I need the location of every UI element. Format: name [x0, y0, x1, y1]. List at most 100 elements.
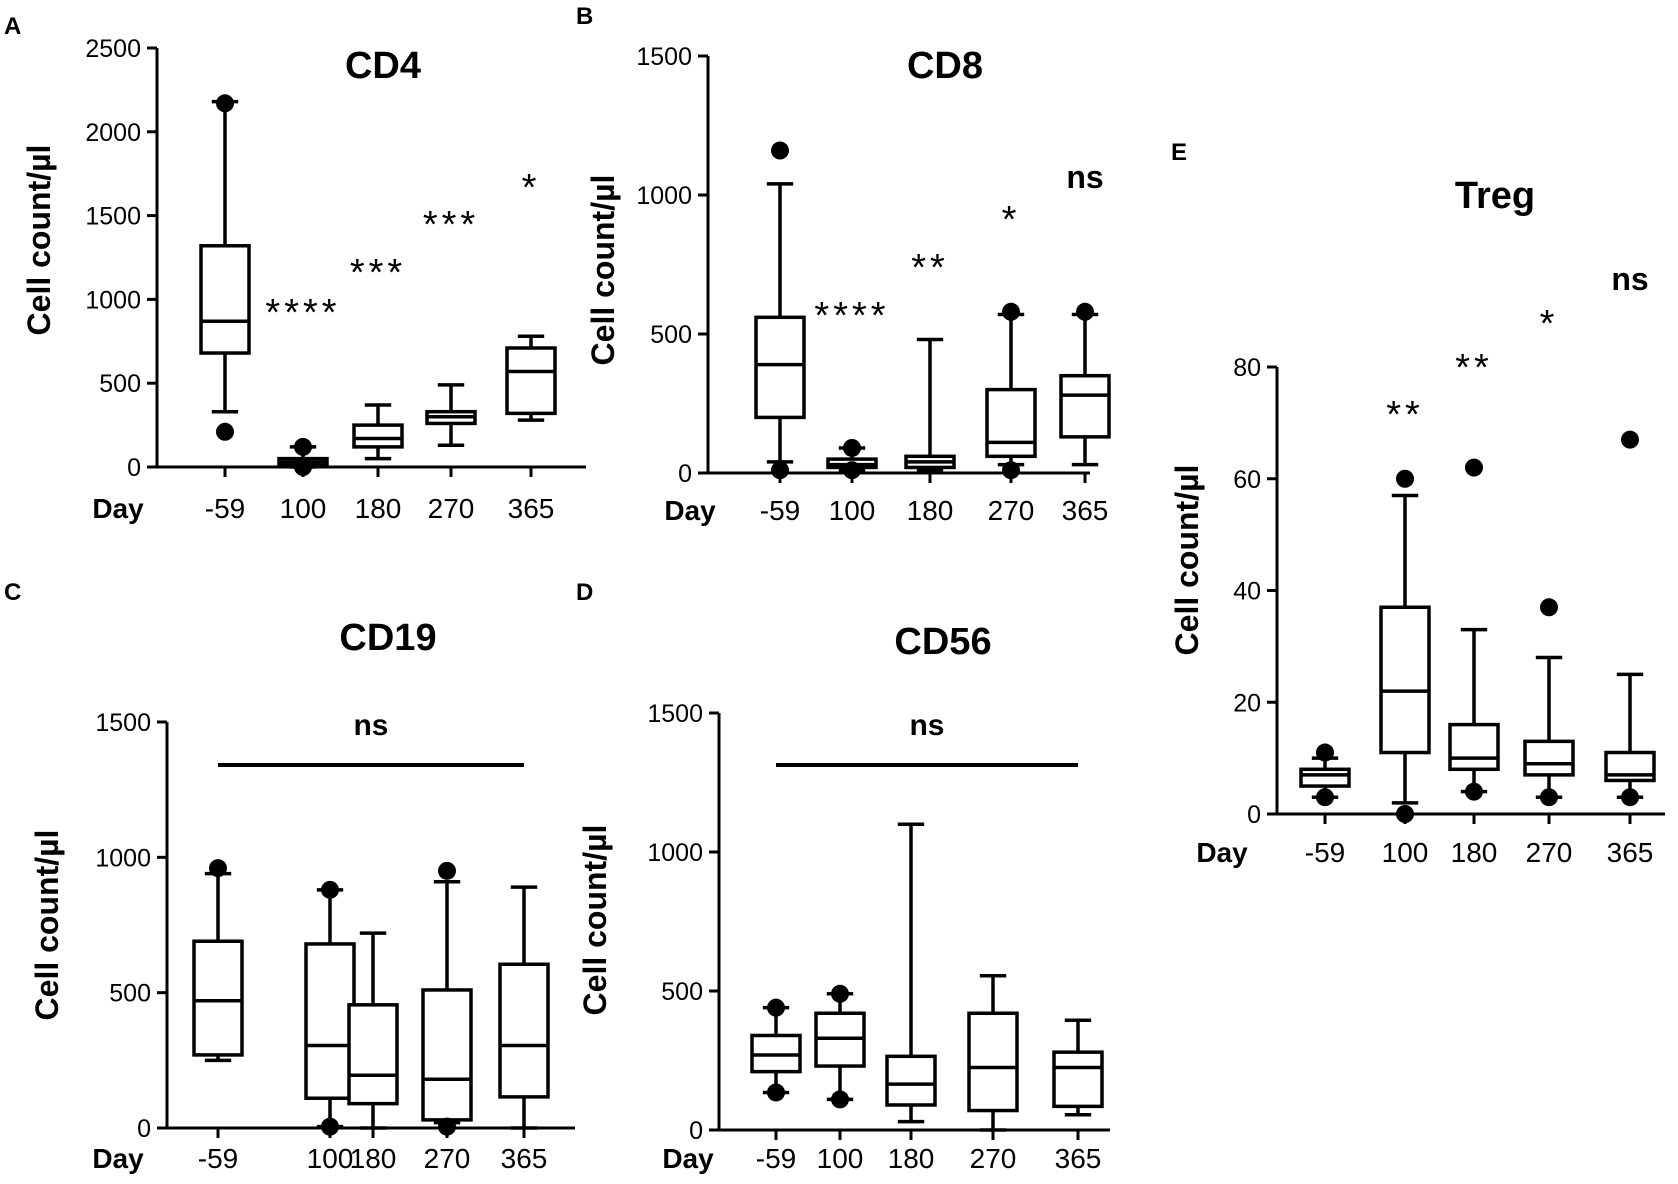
x-axis-label: Day: [92, 493, 144, 524]
iqr-box: [192, 939, 244, 1057]
y-tick-label: 0: [689, 1117, 703, 1145]
significance-label: **: [1386, 394, 1424, 436]
y-tick-label: 500: [661, 978, 703, 1006]
x-tick-label: 100: [280, 493, 327, 524]
outlier-point: [1540, 788, 1558, 807]
significance-label: *: [1002, 199, 1021, 241]
x-tick-label: -59: [198, 1143, 238, 1174]
panel-letter: C: [4, 579, 21, 606]
significance-label: ****: [814, 295, 889, 337]
chart-title: Treg: [1455, 175, 1535, 217]
x-tick-label: 270: [970, 1143, 1017, 1174]
y-tick-label: 0: [127, 454, 141, 482]
y-tick-label: 80: [1233, 354, 1261, 382]
box-270: [1523, 598, 1575, 807]
outlier-point: [767, 998, 785, 1017]
outlier-point: [831, 984, 849, 1003]
y-tick-label: 500: [650, 321, 692, 349]
box-365: [498, 885, 550, 1130]
x-tick-label: 270: [424, 1143, 471, 1174]
significance-label: *: [1540, 303, 1559, 345]
x-axis-label: Day: [1196, 837, 1248, 868]
y-tick-label: 1500: [85, 203, 141, 231]
box-270: [425, 383, 477, 447]
chart-title: CD8: [907, 45, 983, 87]
chart-title: CD19: [339, 617, 436, 659]
panel-e: E Treg Cell count/µl 0 20 40 60 80 -59 100 180 270 3…: [1169, 139, 1665, 868]
outlier-point: [767, 1083, 785, 1102]
outlier-point: [1316, 743, 1334, 762]
iqr-box: [754, 315, 806, 420]
outlier-point: [321, 1117, 339, 1136]
panel-letter: A: [4, 13, 21, 40]
x-tick-label: 180: [907, 495, 954, 526]
iqr-box: [199, 244, 251, 355]
box-365: [1604, 430, 1656, 807]
box--59: [199, 94, 251, 441]
x-tick-label: -59: [756, 1143, 796, 1174]
iqr-box: [498, 962, 550, 1099]
box-100: [826, 438, 878, 480]
x-tick-label: 100: [1382, 837, 1429, 868]
outlier-point: [321, 880, 339, 899]
y-tick-label: 500: [99, 370, 141, 398]
panel-letter: B: [576, 3, 593, 30]
significance-label: ns: [353, 709, 388, 742]
iqr-box: [1059, 373, 1111, 439]
y-axis-label: Cell count/µl: [1169, 465, 1205, 656]
box--59: [192, 859, 244, 1063]
x-tick-label: -59: [205, 493, 245, 524]
outlier-point: [1316, 788, 1334, 807]
outlier-point: [843, 438, 861, 457]
x-tick-label: 365: [1055, 1143, 1102, 1174]
iqr-box: [347, 1003, 399, 1106]
outlier-point: [831, 1090, 849, 1109]
outlier-point: [1540, 598, 1558, 617]
y-axis-label: Cell count/µl: [577, 825, 613, 1016]
x-tick-label: -59: [1305, 837, 1345, 868]
panel-letter: E: [1171, 139, 1187, 166]
x-tick-label: 270: [1526, 837, 1573, 868]
x-tick-label: 270: [428, 493, 475, 524]
significance-label: **: [1455, 347, 1493, 389]
x-tick-label: 365: [1062, 495, 1109, 526]
box-100: [1379, 469, 1431, 823]
box-270: [421, 861, 473, 1136]
box-180: [352, 403, 404, 461]
significance-label: ns: [1611, 261, 1648, 297]
iqr-box: [967, 1011, 1019, 1113]
panel-a: A CD4 Cell count/µl 0 500 1000 1500 2000 2500 -59…: [4, 13, 586, 524]
x-tick-label: 180: [888, 1143, 935, 1174]
iqr-box: [1052, 1050, 1104, 1109]
box-180: [347, 931, 399, 1130]
x-tick-label: 180: [1451, 837, 1498, 868]
outlier-point: [1002, 461, 1020, 480]
outlier-point: [1076, 302, 1094, 321]
box-180: [904, 337, 956, 472]
box-100: [277, 437, 329, 476]
box-180: [1448, 458, 1500, 801]
box--59: [754, 141, 806, 480]
x-axis-label: Day: [664, 495, 716, 526]
outlier-point: [294, 458, 312, 476]
chart-title: CD4: [345, 45, 421, 87]
x-tick-label: 100: [307, 1143, 354, 1174]
y-tick-label: 1000: [85, 286, 141, 314]
box-100: [304, 880, 356, 1136]
y-axis-label: Cell count/µl: [29, 830, 65, 1021]
iqr-box: [1523, 739, 1575, 777]
outlier-point: [209, 859, 227, 878]
y-tick-label: 500: [109, 980, 151, 1008]
panel-letter: D: [576, 579, 593, 606]
box--59: [750, 998, 802, 1102]
y-tick-label: 1500: [95, 709, 151, 737]
outlier-point: [438, 1117, 456, 1136]
outlier-point: [771, 461, 789, 480]
x-tick-label: -59: [760, 495, 800, 526]
box-365: [505, 334, 557, 422]
outlier-point: [1621, 430, 1639, 449]
chart-title: CD56: [894, 621, 991, 663]
y-tick-label: 0: [678, 460, 692, 488]
